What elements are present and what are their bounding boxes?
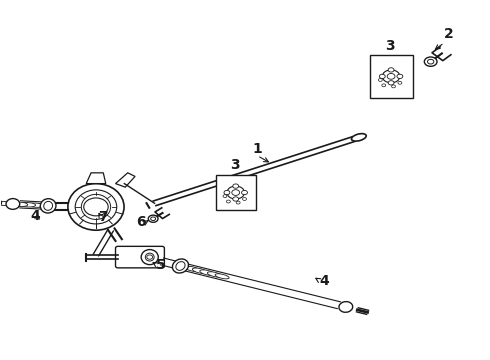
Ellipse shape [193,268,207,274]
Ellipse shape [36,204,50,208]
Ellipse shape [68,184,124,230]
Ellipse shape [172,259,189,273]
Ellipse shape [0,202,12,206]
Text: 4: 4 [319,274,329,288]
Circle shape [227,186,245,199]
Ellipse shape [4,202,20,206]
Circle shape [397,74,403,78]
Circle shape [379,74,385,78]
Ellipse shape [351,134,366,141]
Circle shape [242,190,247,195]
FancyBboxPatch shape [116,246,164,268]
Circle shape [388,68,394,72]
Text: 5: 5 [156,258,166,272]
Ellipse shape [207,272,222,277]
Ellipse shape [28,203,43,207]
Text: 6: 6 [136,215,146,229]
Circle shape [424,57,437,66]
Circle shape [233,184,239,188]
Bar [216,175,256,211]
Ellipse shape [141,249,158,265]
Ellipse shape [178,265,192,270]
Text: 3: 3 [385,39,394,53]
Ellipse shape [339,302,353,312]
Ellipse shape [200,270,215,275]
Text: 2: 2 [444,27,454,41]
Circle shape [233,197,239,201]
Polygon shape [86,173,106,184]
Circle shape [382,70,400,83]
Text: 3: 3 [230,158,240,171]
Polygon shape [116,173,135,187]
Ellipse shape [20,203,36,207]
Text: 4: 4 [30,209,40,223]
Bar [369,55,413,98]
Ellipse shape [215,274,229,279]
Circle shape [388,81,394,85]
Text: 7: 7 [98,210,108,224]
Circle shape [148,215,158,222]
Ellipse shape [40,199,56,213]
Circle shape [224,190,230,195]
Text: 1: 1 [252,142,262,156]
Ellipse shape [6,199,20,209]
Ellipse shape [185,266,200,272]
Ellipse shape [12,202,28,207]
